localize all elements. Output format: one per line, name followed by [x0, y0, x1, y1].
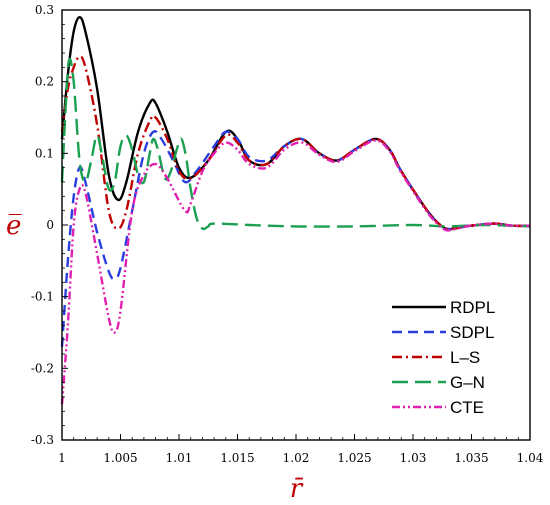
x-tick-label: 1.04	[517, 451, 544, 465]
legend-label: G–N	[450, 373, 485, 392]
series-line-l-s	[60, 55, 531, 231]
y-tick-label: 0.3	[35, 3, 54, 17]
x-tick-label: 1.01	[166, 451, 193, 465]
legend-label: L–S	[450, 348, 480, 367]
x-tick-label: 1.015	[220, 451, 254, 465]
y-tick-label: 0	[46, 218, 54, 232]
y-tick-label: -0.3	[31, 433, 54, 447]
x-tick-label: 1	[58, 451, 66, 465]
series-layer	[60, 15, 531, 405]
x-tick-label: 1.03	[400, 451, 427, 465]
y-axis-label: e̅	[6, 211, 22, 241]
x-tick-label: 1.025	[337, 451, 371, 465]
legend-label: SDPL	[450, 323, 494, 342]
x-tick-label: 1.005	[103, 451, 137, 465]
y-tick-label: -0.1	[31, 290, 54, 304]
y-tick-label: 0.2	[35, 75, 54, 89]
series-line-cte	[60, 139, 531, 405]
legend-label: RDPL	[450, 298, 495, 317]
series-line-rdpl	[60, 15, 531, 231]
legend: RDPL SDPL L–S G–N CTE	[392, 298, 495, 417]
series-line-sdpl	[60, 130, 531, 347]
legend-label: CTE	[450, 398, 484, 417]
ticks-layer: 1 1.005 1.01 1.015 1.02 1.025 1.03 1.035 1.04 -0.…	[31, 3, 544, 465]
x-axis-label: r̄	[290, 474, 304, 504]
x-tick-label: 1.02	[283, 451, 310, 465]
x-tick-label: 1.035	[454, 451, 488, 465]
series-line-g-n	[60, 57, 531, 231]
y-tick-label: -0.2	[31, 361, 54, 375]
y-tick-label: 0.1	[35, 146, 54, 160]
